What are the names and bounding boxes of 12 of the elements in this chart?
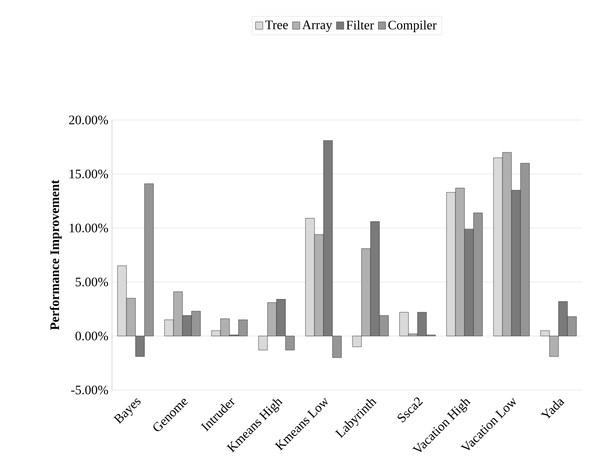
- legend-label: Tree: [265, 20, 288, 30]
- x-tick-label: Yada: [540, 399, 565, 419]
- y-tick-label: 20.00%: [69, 116, 108, 124]
- y-axis-title: Performance Improvement: [50, 180, 62, 330]
- y-tick-label: 15.00%: [70, 170, 108, 178]
- y-tick-label: -5.00%: [71, 386, 108, 394]
- legend-label: Filter: [346, 20, 374, 30]
- legend-label: Compiler: [388, 20, 437, 32]
- y-tick-label: 5.00%: [76, 278, 108, 286]
- legend-label: Array: [302, 20, 332, 32]
- y-tick-label: 0.00%: [76, 332, 108, 340]
- y-tick-label: 10.00%: [70, 224, 108, 232]
